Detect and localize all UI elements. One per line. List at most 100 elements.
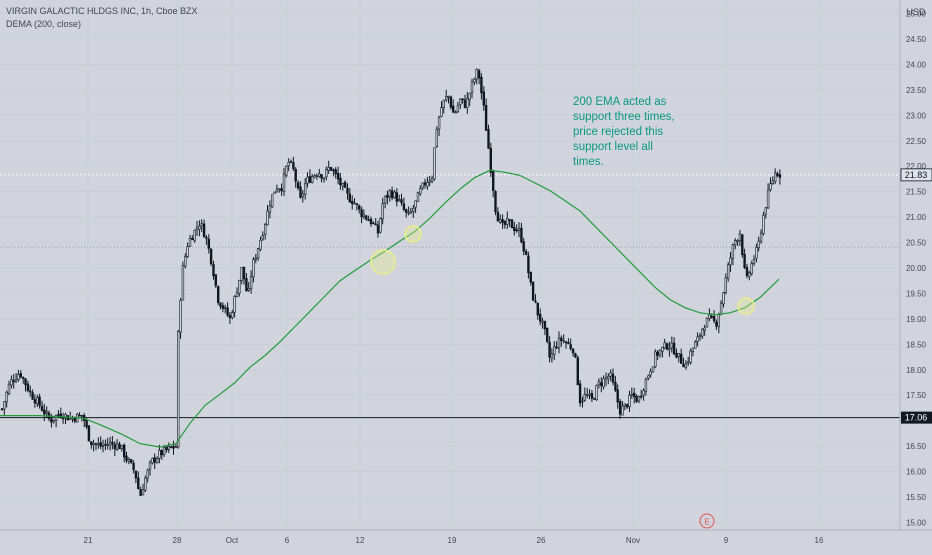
candle <box>167 442 170 454</box>
candle <box>212 260 215 280</box>
price-axis[interactable]: 15.0015.5016.0016.5017.0017.5018.0018.50… <box>906 10 927 528</box>
candle <box>762 211 765 236</box>
candle <box>545 327 549 344</box>
candle <box>741 233 744 258</box>
support-price-tag: 17.06 <box>901 411 932 424</box>
highlight-circles <box>370 225 755 315</box>
candle <box>592 397 596 400</box>
candle <box>360 206 363 224</box>
candle <box>433 147 436 181</box>
candle <box>132 460 135 474</box>
candle <box>158 444 161 464</box>
candle <box>263 222 267 240</box>
candles <box>0 68 782 496</box>
candle <box>484 98 488 131</box>
candle <box>412 205 415 218</box>
candle <box>5 390 8 408</box>
candle <box>440 101 443 118</box>
candle <box>214 274 217 288</box>
y-tick-label: 17.50 <box>906 391 927 400</box>
time-axis[interactable]: 21 28 Oct 6 12 19 26 Nov 9 16 <box>84 536 824 545</box>
candle <box>583 387 587 402</box>
candle <box>529 271 533 286</box>
candle <box>498 214 502 224</box>
annotation-line: 200 EMA acted as <box>573 96 667 108</box>
candle <box>522 237 525 256</box>
candle <box>348 188 351 203</box>
candle <box>104 439 107 451</box>
candle <box>90 441 93 449</box>
candle <box>153 453 156 469</box>
candle <box>712 310 716 324</box>
candle <box>99 436 102 450</box>
candle <box>306 172 309 188</box>
candle <box>461 98 464 104</box>
candle <box>38 393 41 409</box>
candle <box>407 206 410 216</box>
candle <box>578 380 582 407</box>
candle <box>463 94 467 109</box>
candle <box>550 348 554 363</box>
candle <box>750 260 753 276</box>
candle <box>776 171 779 178</box>
candle <box>231 309 234 320</box>
candle <box>409 207 413 215</box>
candle <box>151 457 154 465</box>
candle <box>656 350 659 360</box>
candle <box>266 205 269 226</box>
candle <box>275 184 279 193</box>
candle <box>36 394 39 407</box>
candle <box>120 445 124 452</box>
candle <box>447 95 450 104</box>
candle <box>3 401 6 416</box>
candle <box>778 169 782 185</box>
candle <box>346 183 349 200</box>
candle <box>437 115 441 136</box>
candle <box>665 342 669 351</box>
support-touch-circle <box>404 225 422 243</box>
candle <box>64 412 67 424</box>
candle <box>649 368 652 378</box>
earnings-marker[interactable]: E <box>699 513 715 529</box>
candle <box>743 248 746 270</box>
candle <box>632 387 636 404</box>
svg-text:21.83: 21.83 <box>905 170 928 180</box>
y-tick-label: 15.00 <box>906 518 927 527</box>
candle <box>435 126 438 148</box>
x-tick-label: Nov <box>626 536 640 545</box>
y-tick-label: 24.00 <box>906 60 927 69</box>
y-tick-label: 20.50 <box>906 239 927 248</box>
candle <box>26 380 30 393</box>
candle <box>92 439 95 452</box>
candle <box>217 285 220 306</box>
candle <box>524 248 528 256</box>
candle <box>444 89 448 103</box>
candle <box>621 401 624 416</box>
candle <box>560 335 563 347</box>
candle <box>759 229 763 244</box>
candle <box>94 442 98 451</box>
candle <box>52 419 55 424</box>
candle <box>226 302 229 317</box>
candle <box>184 253 187 269</box>
candle <box>531 281 535 301</box>
svg-text:17.06: 17.06 <box>905 413 928 423</box>
candle <box>604 372 608 387</box>
candle <box>289 159 293 164</box>
candle <box>423 178 427 189</box>
x-tick-label: Oct <box>226 536 239 545</box>
candle <box>137 471 140 490</box>
candle <box>113 441 117 456</box>
candle <box>755 243 758 263</box>
candle <box>252 257 255 283</box>
candle <box>679 348 683 364</box>
candle <box>675 348 678 359</box>
candle <box>562 334 565 344</box>
candle <box>496 207 500 222</box>
candle <box>454 110 457 114</box>
candle <box>651 366 655 373</box>
candle <box>766 183 770 209</box>
